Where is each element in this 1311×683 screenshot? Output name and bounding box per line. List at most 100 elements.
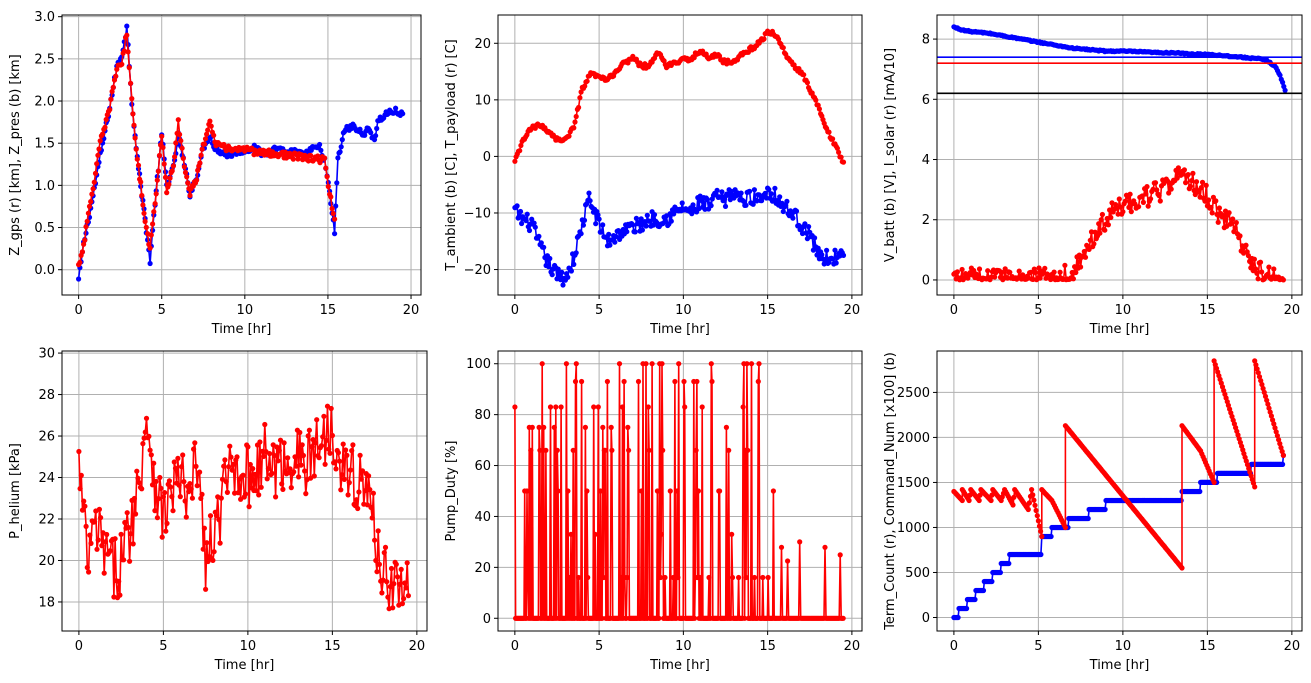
data-point	[222, 457, 228, 463]
data-point	[156, 152, 163, 159]
data-point	[1034, 513, 1040, 519]
data-point	[833, 260, 839, 266]
data-point	[314, 417, 320, 423]
data-point	[639, 227, 646, 233]
data-point	[218, 495, 224, 501]
data-point	[325, 183, 331, 190]
data-point	[177, 494, 183, 500]
data-point	[780, 45, 786, 51]
data-point	[99, 543, 105, 549]
data-point	[81, 241, 87, 247]
data-point	[547, 255, 553, 262]
data-point	[1266, 264, 1272, 270]
series-markers-0	[951, 24, 1288, 93]
data-point	[1215, 219, 1221, 225]
data-point	[334, 180, 340, 186]
data-point	[1253, 266, 1259, 272]
data-point	[280, 486, 286, 492]
data-point	[130, 541, 136, 547]
data-point	[1016, 268, 1022, 274]
data-point	[840, 615, 846, 621]
data-point	[128, 531, 134, 537]
data-point	[572, 378, 579, 385]
data-point	[193, 463, 199, 469]
data-point	[332, 216, 338, 222]
data-point	[338, 144, 344, 150]
data-point	[1029, 487, 1035, 493]
data-point	[333, 203, 339, 209]
data-point	[1099, 211, 1105, 218]
data-point	[207, 513, 214, 519]
data-point	[180, 155, 186, 161]
data-point	[598, 229, 605, 235]
data-point	[234, 454, 240, 460]
data-point	[168, 484, 174, 490]
data-point	[1166, 190, 1172, 196]
data-point	[78, 472, 84, 478]
data-point	[1092, 229, 1098, 235]
data-point	[559, 269, 565, 275]
data-point	[393, 105, 399, 111]
data-point	[132, 135, 138, 141]
data-point	[95, 537, 101, 543]
data-point	[1140, 199, 1146, 205]
data-point	[148, 232, 154, 238]
data-point	[587, 198, 593, 204]
x-tick-label: 0	[511, 639, 519, 654]
data-point	[1208, 204, 1214, 210]
data-point	[374, 125, 380, 132]
data-point	[242, 491, 249, 497]
x-axis-label: Time [hr]	[1089, 322, 1150, 337]
data-point	[1276, 437, 1282, 443]
data-point	[1261, 389, 1267, 395]
data-point	[571, 125, 577, 131]
data-point	[102, 124, 108, 130]
data-point	[210, 557, 216, 564]
y-tick-label: 4	[922, 153, 930, 168]
data-point	[235, 490, 241, 496]
data-point	[725, 192, 731, 198]
data-point	[1257, 259, 1264, 265]
data-point	[147, 260, 153, 267]
data-point	[558, 404, 564, 410]
data-point	[573, 250, 579, 256]
x-tick-label: 15	[759, 639, 776, 654]
data-point	[600, 424, 606, 430]
data-point	[95, 152, 101, 158]
data-point	[151, 209, 157, 215]
data-point	[324, 403, 331, 409]
altitude-subplot: 0 5 10 15 20 0.0 0.5 1.0 1.5 2.0 2.5 3.0 Time [hr] Z_…	[8, 10, 422, 337]
axes-frame	[61, 14, 422, 296]
data-point	[161, 161, 167, 167]
data-point	[697, 574, 703, 581]
data-point	[1033, 507, 1039, 514]
data-point	[364, 502, 370, 508]
data-point	[291, 469, 297, 475]
data-point	[604, 378, 611, 385]
data-point	[840, 159, 847, 165]
data-point	[529, 216, 535, 222]
data-point	[609, 447, 615, 453]
data-point	[765, 574, 771, 581]
data-point	[1042, 265, 1048, 271]
data-point	[1152, 180, 1159, 186]
data-point	[223, 479, 229, 485]
data-point	[745, 447, 751, 453]
data-point	[401, 596, 407, 602]
data-point	[359, 468, 366, 474]
data-point	[356, 489, 362, 495]
data-point	[238, 496, 244, 502]
data-point	[693, 447, 699, 453]
data-point	[1102, 227, 1108, 233]
data-point	[192, 440, 198, 446]
data-point	[320, 434, 326, 440]
data-point	[350, 442, 356, 448]
data-point	[277, 437, 284, 443]
data-point	[1216, 205, 1222, 211]
y-tick-label: 500	[905, 566, 930, 581]
data-point	[1255, 370, 1261, 376]
data-point	[82, 503, 88, 509]
data-point	[394, 574, 401, 580]
data-point	[819, 252, 825, 258]
